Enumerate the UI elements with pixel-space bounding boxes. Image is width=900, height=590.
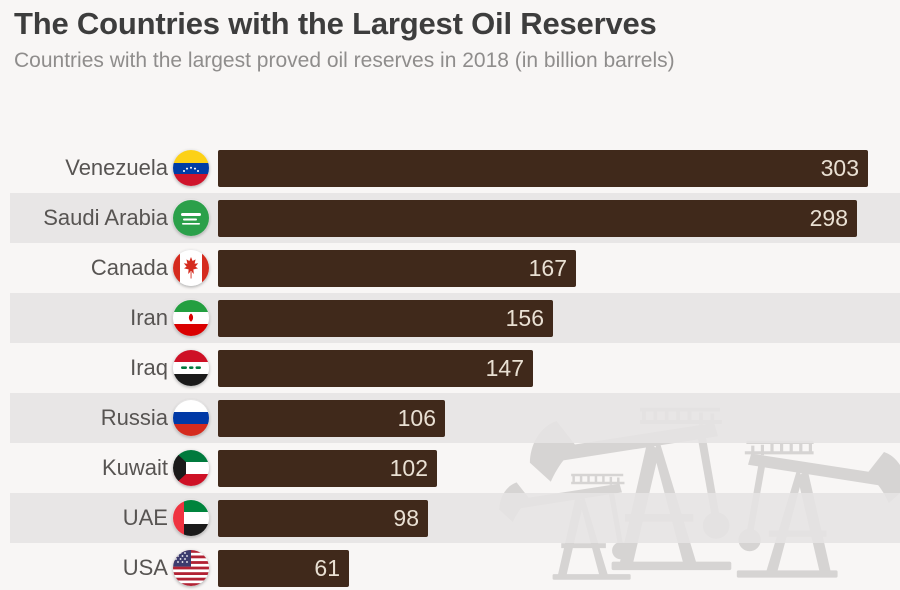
country-label: USA bbox=[122, 555, 168, 580]
value-label: 61 bbox=[314, 554, 340, 581]
chart-header: The Countries with the Largest Oil Reser… bbox=[14, 6, 886, 73]
country-label: Kuwait bbox=[101, 455, 168, 480]
chart-row: USA 61 bbox=[0, 543, 900, 590]
row-band bbox=[10, 393, 900, 443]
row-content: USA 61 bbox=[0, 543, 900, 590]
iraq-flag-icon bbox=[173, 350, 209, 386]
value-bar: 98 bbox=[218, 499, 428, 537]
country-label: Russia bbox=[100, 405, 168, 430]
chart-row: Kuwait 102 bbox=[0, 443, 900, 493]
value-bar: 147 bbox=[218, 349, 533, 387]
row-content: Russia 106 bbox=[0, 393, 900, 443]
value-bar: 102 bbox=[218, 449, 437, 487]
row-content: Canada 167 bbox=[0, 243, 900, 293]
value-label: 167 bbox=[528, 254, 567, 281]
row-band bbox=[10, 493, 900, 543]
page-subtitle: Countries with the largest proved oil re… bbox=[14, 49, 675, 72]
iran-flag-icon bbox=[173, 300, 209, 336]
chart-row: Russia 106 bbox=[0, 393, 900, 443]
saudi-arabia-flag-icon bbox=[173, 200, 209, 236]
value-label: 102 bbox=[389, 454, 428, 481]
chart-row: Venezuela 303 bbox=[0, 143, 900, 193]
row-content: Venezuela 303 bbox=[0, 143, 900, 193]
page-title: The Countries with the Largest Oil Reser… bbox=[14, 6, 657, 41]
chart-row: Iraq 147 bbox=[0, 343, 900, 393]
row-content: Kuwait 102 bbox=[0, 443, 900, 493]
value-label: 303 bbox=[820, 154, 859, 181]
chart-row: Saudi Arabia 298 bbox=[0, 193, 900, 243]
value-label: 156 bbox=[505, 304, 544, 331]
canada-flag-icon bbox=[173, 250, 209, 286]
usa-flag-icon bbox=[173, 550, 209, 586]
russia-flag-icon bbox=[173, 400, 209, 436]
value-bar: 298 bbox=[218, 199, 857, 237]
country-label: Iraq bbox=[130, 355, 168, 380]
row-content: Iran 156 bbox=[0, 293, 900, 343]
country-label: Canada bbox=[90, 255, 168, 280]
row-content: UAE 98 bbox=[0, 493, 900, 543]
value-bar: 167 bbox=[218, 249, 576, 287]
chart-row: Canada 167 bbox=[0, 243, 900, 293]
venezuela-flag-icon bbox=[173, 150, 209, 186]
country-label: UAE bbox=[122, 505, 168, 530]
value-bar: 303 bbox=[218, 149, 868, 187]
value-label: 106 bbox=[397, 404, 436, 431]
value-label: 98 bbox=[393, 504, 419, 531]
row-content: Saudi Arabia 298 bbox=[0, 193, 900, 243]
row-content: Iraq 147 bbox=[0, 343, 900, 393]
kuwait-flag-icon bbox=[173, 450, 209, 486]
country-label: Iran bbox=[130, 305, 168, 330]
value-bar: 61 bbox=[218, 549, 349, 587]
value-bar: 156 bbox=[218, 299, 553, 337]
country-label: Venezuela bbox=[65, 155, 168, 180]
value-bar: 106 bbox=[218, 399, 445, 437]
chart-row: Iran 156 bbox=[0, 293, 900, 343]
value-label: 298 bbox=[809, 204, 848, 231]
chart-rows: Venezuela 303 Saudi Arabia 298 Canada 167 Iran… bbox=[0, 143, 900, 590]
chart-row: UAE 98 bbox=[0, 493, 900, 543]
uae-flag-icon bbox=[173, 500, 209, 536]
country-label: Saudi Arabia bbox=[43, 205, 168, 230]
value-label: 147 bbox=[485, 354, 524, 381]
